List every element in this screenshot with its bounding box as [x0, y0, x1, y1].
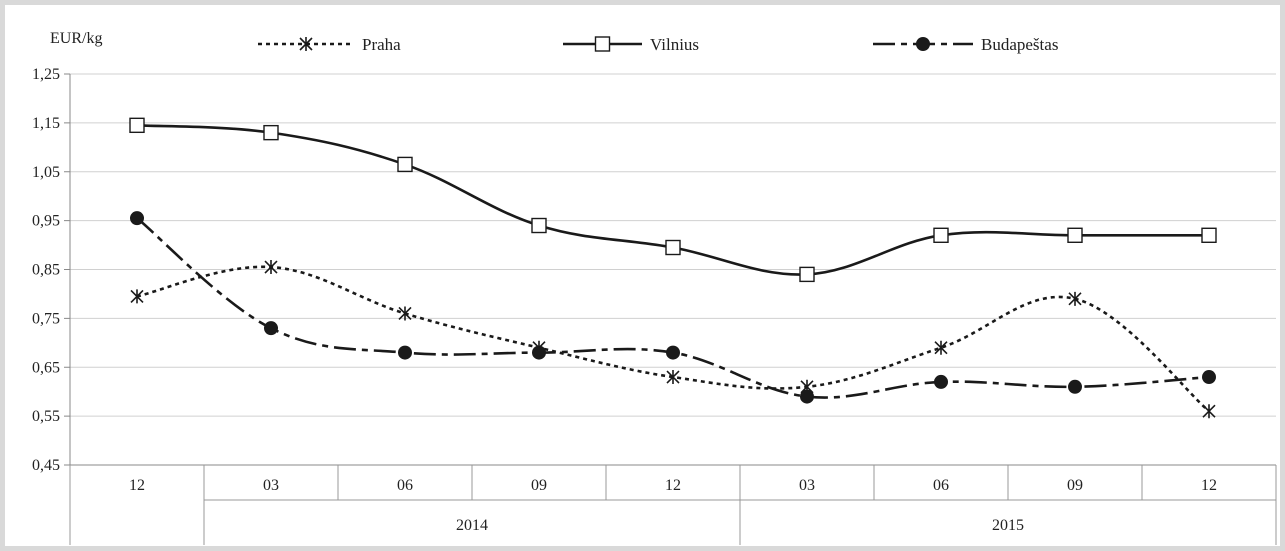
data-point-budapetas — [934, 374, 948, 389]
legend-marker-budapetas — [916, 37, 930, 51]
data-point-budapetas — [1068, 379, 1082, 394]
data-point-praha — [1202, 404, 1216, 419]
y-tick-label: 0,85 — [32, 262, 60, 279]
x-tick-label: 03 — [799, 477, 815, 494]
x-tick-label: 12 — [665, 477, 681, 494]
y-tick-label: 1,25 — [32, 66, 60, 83]
data-point-vilnius — [531, 217, 547, 234]
data-point-praha — [130, 289, 144, 304]
line-chart: 1,25 1,15 1,05 0,95 0,85 0,75 0,65 0,55 0,45 EUR/… — [32, 30, 1277, 545]
data-point-vilnius — [665, 239, 681, 256]
data-point-praha — [666, 370, 680, 385]
data-point-vilnius — [397, 156, 413, 173]
y-tick-label: 0,65 — [32, 359, 60, 376]
data-point-praha — [934, 340, 948, 355]
x-tick-label: 09 — [531, 477, 547, 494]
data-point-budapetas — [1202, 370, 1216, 385]
data-point-praha — [1068, 291, 1082, 306]
data-point-budapetas — [264, 321, 278, 336]
legend-marker-praha — [299, 37, 313, 51]
data-point-budapetas — [130, 211, 144, 226]
x-tick-label: 12 — [129, 477, 145, 494]
y-tick-label: 0,75 — [32, 310, 60, 327]
legend-label-vilnius: Vilnius — [650, 35, 699, 54]
y-tick-label: 0,95 — [32, 213, 60, 230]
x-tick-label: 09 — [1067, 477, 1083, 494]
legend-label-budapetas: Budapeštas — [981, 35, 1058, 54]
data-point-vilnius — [1201, 227, 1217, 243]
data-point-budapetas — [398, 345, 412, 360]
data-point-vilnius — [263, 124, 279, 141]
x-tick-label: 03 — [263, 477, 279, 494]
x-tick-label: 06 — [397, 477, 413, 494]
data-point-vilnius — [799, 266, 815, 283]
x-tick-label: 06 — [933, 477, 949, 494]
data-point-praha — [264, 260, 278, 275]
data-point-budapetas — [800, 389, 814, 404]
y-tick-label: 0,45 — [32, 457, 60, 474]
legend-marker-vilnius — [594, 36, 611, 52]
year-label: 2015 — [992, 517, 1024, 534]
x-tick-label: 12 — [1201, 477, 1217, 494]
y-axis-label: EUR/kg — [50, 30, 102, 47]
series-line-praha — [136, 265, 1210, 413]
year-label: 2014 — [456, 517, 488, 534]
data-point-vilnius — [1067, 227, 1083, 243]
data-point-budapetas — [532, 345, 546, 360]
y-tick-label: 0,55 — [32, 408, 60, 425]
data-point-vilnius — [933, 227, 949, 243]
legend-label-praha: Praha — [362, 35, 401, 54]
y-tick-label: 1,15 — [32, 115, 60, 132]
data-point-budapetas — [666, 345, 680, 360]
data-point-praha — [398, 306, 412, 321]
data-point-vilnius — [129, 117, 145, 134]
y-tick-label: 1,05 — [32, 164, 60, 181]
